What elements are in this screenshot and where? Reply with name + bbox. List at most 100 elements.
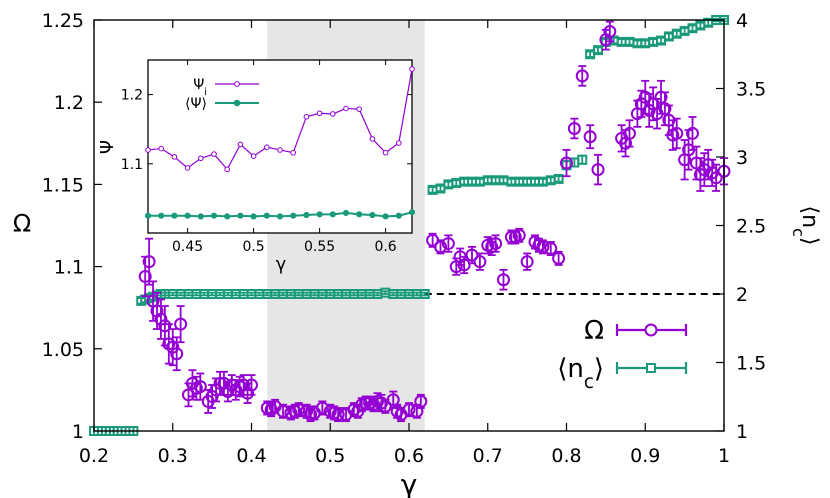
nc-point: [309, 289, 320, 299]
omega-marker: [221, 385, 235, 399]
legend-label: Ω: [584, 316, 604, 346]
inset-legend-marker: [233, 99, 241, 107]
axis-labels-layer: γ Ω ⟨nc⟩: [13, 206, 822, 498]
omega-marker: [174, 317, 188, 331]
omega-marker: [489, 237, 503, 251]
x-tick-label: 0.7: [473, 445, 503, 467]
nc-point: [167, 289, 178, 299]
nc-point: [663, 31, 674, 42]
omega-point: [583, 124, 597, 150]
nc-point: [656, 35, 666, 46]
inset-point: [211, 151, 217, 157]
omega-marker: [434, 240, 447, 254]
inset-point: [316, 211, 323, 218]
nc-point: [537, 176, 548, 187]
inset-x-tick-label: 0.5: [242, 239, 264, 255]
omega-marker: [583, 130, 597, 144]
omega-point: [292, 402, 306, 418]
nc-point: [459, 176, 470, 187]
omega-point: [603, 20, 617, 43]
y-tick-label-left: 1.25: [42, 10, 84, 32]
x-tick-label: 1: [718, 445, 730, 467]
omega-marker: [504, 230, 518, 244]
inset-y-tick-label: 1.2: [121, 88, 143, 104]
nc-point: [396, 289, 407, 299]
omega-point: [567, 117, 581, 140]
nc-marker: [577, 154, 588, 165]
inset-point: [343, 105, 349, 112]
y-tick-label-left: 1: [72, 421, 84, 443]
x-tick-label: 0.9: [630, 445, 660, 467]
axis-ticks-layer: 0.2 0.3 0.4 0.5 0.6 0.7 0.8 0.9 111.051.11.151.2…: [42, 10, 767, 467]
x-tick-label: 0.4: [236, 445, 266, 467]
inset-point: [198, 155, 204, 162]
omega-marker: [567, 122, 581, 136]
omega-marker: [603, 25, 617, 39]
omega-marker: [213, 376, 227, 390]
inset-point: [237, 212, 244, 219]
y-tick-label-right: 3.5: [736, 79, 766, 101]
inset-point: [145, 147, 151, 153]
nc-point: [577, 154, 588, 165]
inset-point: [316, 110, 323, 117]
legend-label: ⟨nc⟩: [557, 354, 604, 393]
nc-point: [695, 20, 706, 31]
omega-marker: [520, 255, 534, 269]
nc-point: [215, 289, 225, 299]
y-tick-label-right: 2: [736, 284, 748, 306]
inset-frame: [147, 59, 413, 234]
omega-marker: [686, 126, 699, 140]
inset-point: [356, 106, 363, 112]
nc-point: [419, 289, 430, 299]
y-tick-label-right: 1.5: [736, 353, 766, 375]
omega-marker: [414, 394, 428, 408]
nc-point: [616, 36, 627, 47]
omega-point: [670, 117, 684, 150]
omega-point: [560, 148, 573, 178]
nc-point: [490, 175, 501, 186]
inset-point: [250, 153, 257, 159]
nc-point: [443, 179, 454, 190]
nc-point: [553, 173, 564, 184]
omega-point: [465, 245, 479, 265]
nc-point: [254, 289, 265, 299]
inset-y-axis-label: Ψ: [97, 140, 118, 154]
legend-marker: [646, 363, 656, 373]
inset-point: [171, 212, 178, 219]
nc-point: [530, 176, 540, 187]
inset-x-tick-label: 0.55: [304, 239, 335, 255]
inset-legend-psi-mean: ⟨Ψ⟩: [185, 96, 259, 112]
inset-point: [158, 145, 164, 152]
omega-point: [414, 393, 428, 409]
nc-point: [427, 184, 438, 195]
omega-marker: [512, 228, 526, 242]
nc-point: [671, 28, 682, 39]
nc-point: [679, 25, 690, 36]
inset-legend-marker: [234, 81, 240, 87]
y-tick-label-right: 4: [736, 10, 748, 32]
inset-point: [329, 211, 336, 218]
omega-marker: [359, 396, 373, 410]
inset-chart: 0.45 0.5 0.55 0.6 1.1 1.2 γ Ψ Ψi⟨Ψ⟩: [97, 59, 416, 275]
omega-point: [591, 153, 605, 186]
omega-point: [552, 250, 566, 266]
omega-marker: [170, 347, 184, 361]
legend-item-nc: ⟨nc⟩: [557, 354, 688, 393]
inset-point: [409, 66, 415, 72]
inset-point: [382, 213, 389, 220]
inset-point: [277, 147, 283, 153]
inset-point: [290, 149, 297, 156]
omega-marker: [591, 163, 605, 177]
omega-point: [402, 402, 416, 418]
inset-point: [197, 213, 204, 220]
nc-point: [222, 289, 233, 299]
legend: Ω ⟨nc⟩: [557, 316, 688, 393]
nc-point: [506, 176, 517, 187]
nc-point: [593, 45, 603, 56]
inset-point: [144, 212, 152, 219]
inset-x-tick-label: 0.6: [374, 239, 396, 255]
nc-point: [175, 289, 186, 299]
omega-marker: [378, 399, 392, 413]
